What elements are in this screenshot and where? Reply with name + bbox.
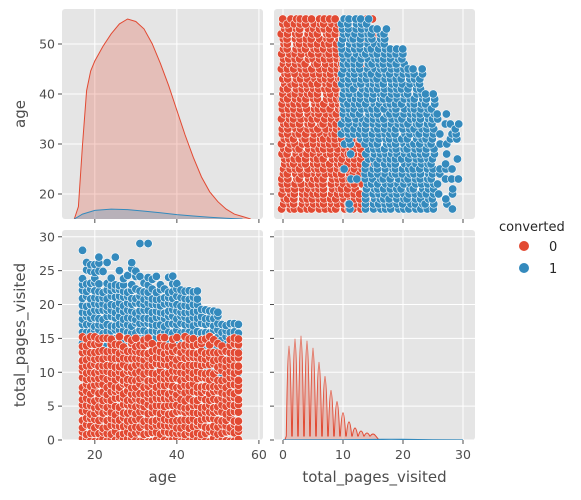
point-converted-1 <box>102 258 112 268</box>
point-converted-1 <box>127 258 137 268</box>
point-converted-1 <box>398 44 408 54</box>
ytick-label-pages: 0 <box>47 433 55 448</box>
ytick-label-pages: 25 <box>39 263 55 278</box>
point-converted-1 <box>114 266 124 276</box>
point-converted-1 <box>339 164 349 174</box>
point-converted-1 <box>94 252 104 262</box>
point-converted-1 <box>421 89 431 99</box>
point-converted-0 <box>172 333 182 343</box>
point-converted-1 <box>448 184 458 194</box>
ytick-label-pages: 30 <box>39 229 55 244</box>
kde-area-converted-0 <box>284 336 379 440</box>
point-converted-1 <box>233 319 243 329</box>
point-converted-1 <box>346 149 356 159</box>
legend: converted 0 1 <box>499 220 565 277</box>
scatter-pages-vs-age <box>276 14 464 214</box>
ytick-label-pages: 15 <box>39 331 55 346</box>
point-converted-1 <box>110 252 120 262</box>
point-converted-1 <box>442 149 452 159</box>
point-converted-1 <box>213 307 223 317</box>
kde-area-converted-1 <box>74 209 243 219</box>
point-converted-0 <box>233 395 243 405</box>
point-converted-0 <box>233 334 243 344</box>
point-converted-0 <box>233 361 243 371</box>
point-converted-1 <box>432 109 442 119</box>
scatter-age-vs-pages <box>78 239 243 440</box>
point-converted-0 <box>233 348 243 358</box>
kde-pages <box>282 335 464 440</box>
kde-age <box>73 18 251 219</box>
ytick-label-age: 20 <box>39 187 55 202</box>
xtick-label: 0 <box>279 447 287 462</box>
legend-title: converted <box>499 220 565 235</box>
point-converted-0 <box>233 407 243 417</box>
ytick-label-pages: 20 <box>39 297 55 312</box>
point-converted-1 <box>408 64 418 74</box>
point-converted-1 <box>143 239 153 249</box>
point-converted-1 <box>435 129 445 139</box>
point-converted-1 <box>453 174 463 184</box>
point-converted-1 <box>364 14 374 24</box>
ytick-label-age: 30 <box>39 137 55 152</box>
point-converted-1 <box>78 245 88 255</box>
kde-area-converted-0 <box>74 19 251 219</box>
point-converted-1 <box>452 154 462 164</box>
xtick-label: 20 <box>87 447 103 462</box>
point-converted-1 <box>372 24 382 34</box>
point-converted-1 <box>352 174 362 184</box>
point-converted-1 <box>168 271 178 281</box>
point-converted-1 <box>447 164 457 174</box>
point-converted-1 <box>454 119 464 129</box>
point-converted-1 <box>135 239 145 249</box>
point-converted-1 <box>447 204 457 214</box>
xtick-label: 60 <box>251 447 267 462</box>
point-converted-1 <box>433 179 443 189</box>
kde-line-converted-0 <box>284 335 380 440</box>
point-converted-1 <box>381 24 391 34</box>
point-converted-1 <box>417 64 427 74</box>
xtick-label: 10 <box>335 447 351 462</box>
point-converted-1 <box>106 273 116 283</box>
x-axis-label-pages: total_pages_visited <box>302 468 446 487</box>
point-converted-1 <box>192 286 202 296</box>
panel-bg-1-1 <box>274 230 475 440</box>
point-converted-1 <box>344 199 354 209</box>
ytick-label-pages: 5 <box>47 399 55 414</box>
kde-line-converted-1 <box>74 208 243 219</box>
point-converted-1 <box>428 89 438 99</box>
ytick-label-age: 50 <box>39 37 55 52</box>
ytick-label-pages: 10 <box>39 365 55 380</box>
point-converted-0 <box>233 375 243 385</box>
ytick-label-age: 40 <box>39 87 55 102</box>
point-converted-1 <box>172 279 182 289</box>
point-converted-1 <box>151 271 161 281</box>
legend-label-0: 0 <box>549 240 557 255</box>
point-converted-0 <box>160 333 170 343</box>
legend-marker-1 <box>519 263 529 273</box>
legend-marker-0 <box>519 241 529 251</box>
point-converted-0 <box>233 435 243 440</box>
point-converted-0 <box>114 332 124 342</box>
xtick-label: 40 <box>169 447 185 462</box>
kde-line-converted-1 <box>282 438 464 440</box>
kde-line-converted-0 <box>73 18 251 219</box>
point-converted-0 <box>307 14 317 24</box>
panel-bg-0-0 <box>62 9 263 219</box>
point-converted-1 <box>434 189 444 199</box>
y-axis-label-pages: total_pages_visited <box>11 263 30 407</box>
point-converted-1 <box>441 109 451 119</box>
point-converted-0 <box>233 416 243 426</box>
xtick-label: 20 <box>395 447 411 462</box>
point-converted-1 <box>192 294 202 304</box>
point-converted-1 <box>94 279 104 289</box>
xtick-label: 30 <box>455 447 471 462</box>
y-axis-label-age: age <box>11 100 29 128</box>
legend-label-1: 1 <box>549 262 557 277</box>
point-converted-1 <box>441 194 451 204</box>
point-converted-1 <box>441 159 451 169</box>
x-axis-label-age: age <box>149 468 177 486</box>
point-converted-1 <box>98 266 108 276</box>
